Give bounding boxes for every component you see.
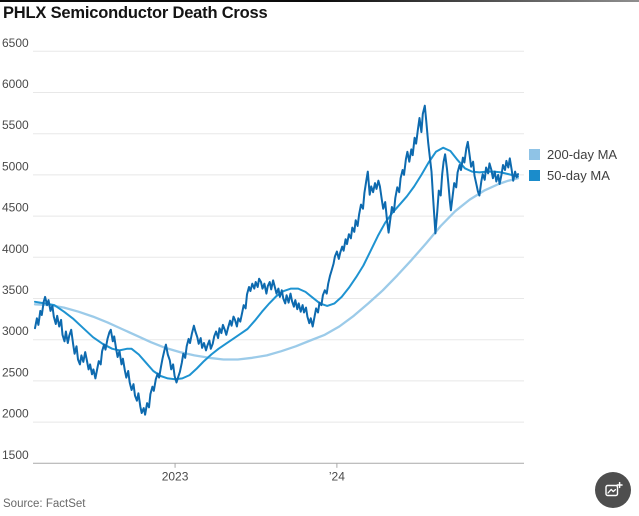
chart-title: PHLX Semiconductor Death Cross bbox=[3, 4, 268, 22]
legend-item-50-day-ma: 50-day MA bbox=[529, 168, 617, 183]
image-export-icon bbox=[604, 481, 623, 496]
y-axis-tick-label: 2000 bbox=[2, 407, 29, 421]
y-axis-tick-label: 1500 bbox=[2, 448, 29, 462]
y-axis-tick-label: 3500 bbox=[2, 283, 29, 297]
series-phlx-semiconductor-index bbox=[34, 104, 519, 416]
chart-legend: 200-day MA 50-day MA bbox=[529, 147, 617, 189]
y-axis-tick-label: 6000 bbox=[2, 77, 29, 91]
y-axis-tick-label: 4500 bbox=[2, 201, 29, 215]
y-axis-tick-label: 5500 bbox=[2, 118, 29, 132]
source-attribution: Source: FactSet bbox=[3, 498, 86, 510]
legend-swatch-50-day-icon bbox=[529, 170, 540, 181]
y-axis-tick-label: 5000 bbox=[2, 159, 29, 173]
y-axis-tick-label: 3000 bbox=[2, 324, 29, 338]
y-axis-tick-label: 2500 bbox=[2, 365, 29, 379]
export-image-button[interactable] bbox=[595, 472, 631, 508]
y-axis-tick-label: 6500 bbox=[2, 36, 29, 50]
series-200-day-ma bbox=[33, 177, 520, 361]
legend-item-200-day-ma: 200-day MA bbox=[529, 147, 617, 162]
x-axis-tick-label: ’24 bbox=[329, 469, 345, 483]
top-divider bbox=[0, 0, 639, 2]
legend-label: 200-day MA bbox=[547, 147, 618, 162]
x-axis-tick-label: 2023 bbox=[162, 469, 189, 483]
y-axis-tick-label: 4000 bbox=[2, 242, 29, 256]
series-50-day-ma bbox=[34, 146, 519, 381]
legend-label: 50-day MA bbox=[547, 168, 610, 183]
legend-swatch-200-day-icon bbox=[529, 149, 540, 160]
